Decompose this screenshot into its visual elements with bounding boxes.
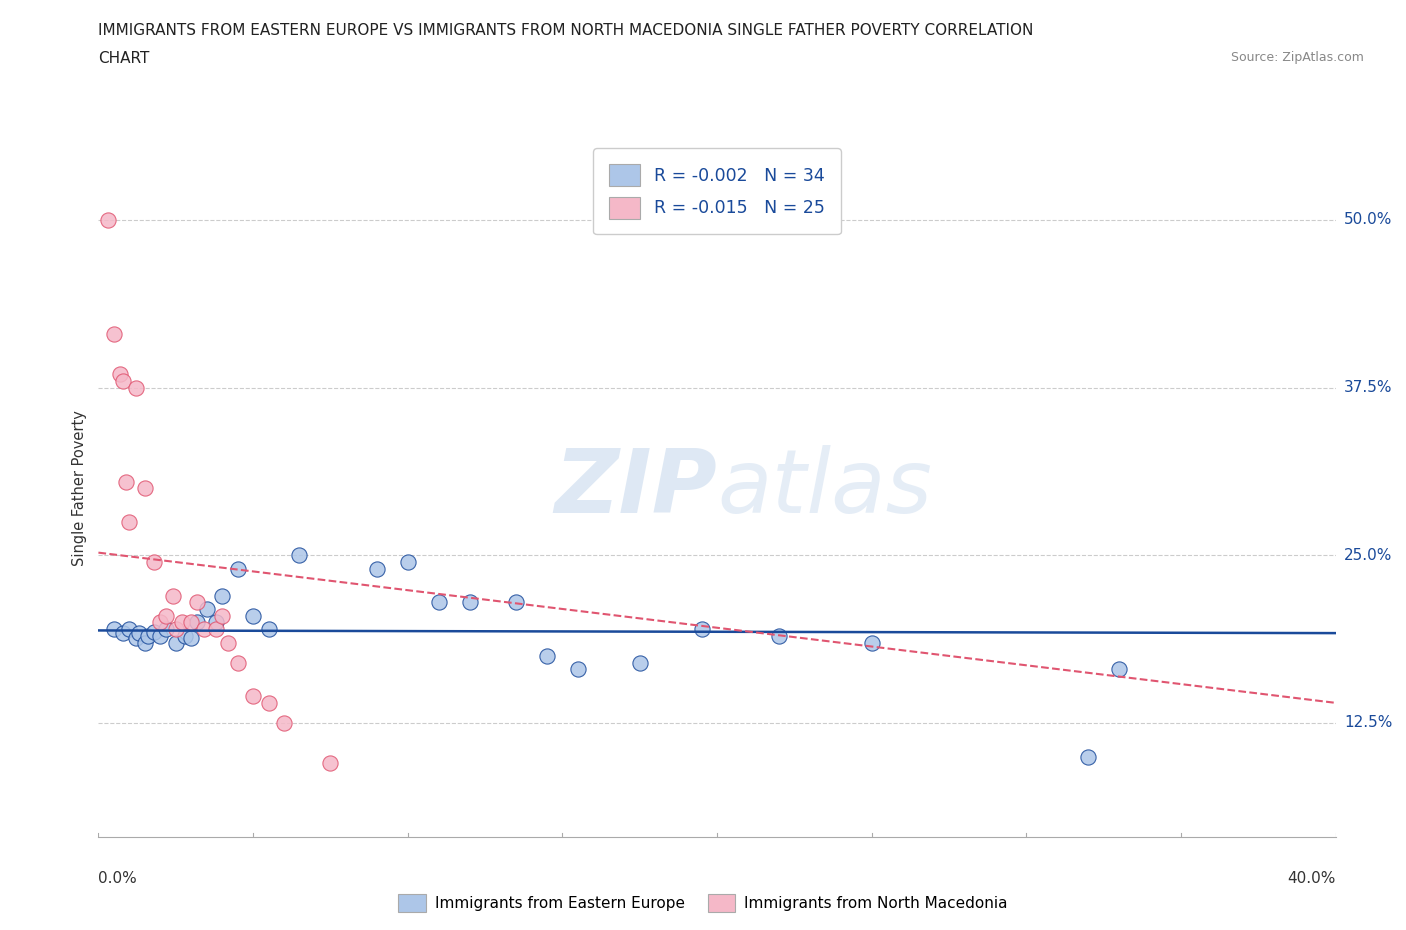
Point [143, 624, 166, 639]
Point [124, 631, 146, 646]
Point [273, 715, 295, 730]
Point [103, 326, 125, 341]
Point [505, 595, 527, 610]
Point [195, 602, 218, 617]
Point [149, 615, 172, 630]
Point [860, 635, 883, 650]
Point [458, 595, 481, 610]
Point [226, 562, 249, 577]
Point [1077, 749, 1099, 764]
Point [180, 615, 202, 630]
Point [155, 621, 177, 636]
Point [180, 631, 202, 646]
Text: CHART: CHART [98, 51, 150, 66]
Point [108, 366, 131, 381]
Point [112, 626, 135, 641]
Point [174, 629, 197, 644]
Legend: Immigrants from Eastern Europe, Immigrants from North Macedonia: Immigrants from Eastern Europe, Immigran… [392, 888, 1014, 918]
Point [193, 621, 215, 636]
Point [257, 696, 280, 711]
Point [134, 481, 156, 496]
Point [242, 689, 264, 704]
Point [205, 621, 228, 636]
Text: 50.0%: 50.0% [1344, 212, 1392, 228]
Point [690, 621, 713, 636]
Point [211, 588, 233, 603]
Point [567, 662, 589, 677]
Point [186, 595, 208, 610]
Text: atlas: atlas [717, 445, 932, 531]
Point [427, 595, 450, 610]
Text: ZIP: ZIP [554, 445, 717, 532]
Point [396, 554, 419, 569]
Point [186, 615, 208, 630]
Point [115, 474, 138, 489]
Text: 40.0%: 40.0% [1288, 870, 1336, 885]
Text: IMMIGRANTS FROM EASTERN EUROPE VS IMMIGRANTS FROM NORTH MACEDONIA SINGLE FATHER : IMMIGRANTS FROM EASTERN EUROPE VS IMMIGR… [98, 23, 1033, 38]
Point [288, 548, 311, 563]
Point [143, 554, 166, 569]
Text: 12.5%: 12.5% [1344, 715, 1392, 730]
Point [118, 514, 141, 529]
Point [628, 655, 651, 670]
Text: 37.5%: 37.5% [1344, 380, 1392, 395]
Text: 0.0%: 0.0% [98, 870, 138, 885]
Text: Source: ZipAtlas.com: Source: ZipAtlas.com [1230, 51, 1364, 64]
Point [536, 648, 558, 663]
Point [226, 655, 249, 670]
Point [242, 608, 264, 623]
Point [136, 629, 159, 644]
Point [124, 380, 146, 395]
Point [165, 635, 187, 650]
Point [155, 608, 177, 623]
Point [170, 615, 193, 630]
Point [165, 621, 187, 636]
Legend: R = -0.002   N = 34, R = -0.015   N = 25: R = -0.002 N = 34, R = -0.015 N = 25 [593, 148, 841, 234]
Point [118, 621, 141, 636]
Point [97, 213, 120, 228]
Point [1108, 662, 1130, 677]
Point [768, 629, 790, 644]
Point [128, 626, 150, 641]
Text: 25.0%: 25.0% [1344, 548, 1392, 563]
Point [134, 635, 156, 650]
Point [162, 588, 184, 603]
Point [103, 621, 125, 636]
Y-axis label: Single Father Poverty: Single Father Poverty [72, 410, 87, 566]
Point [149, 629, 172, 644]
Point [319, 756, 342, 771]
Point [257, 621, 280, 636]
Point [205, 615, 228, 630]
Point [366, 562, 388, 577]
Point [112, 374, 135, 389]
Point [217, 635, 239, 650]
Point [211, 608, 233, 623]
